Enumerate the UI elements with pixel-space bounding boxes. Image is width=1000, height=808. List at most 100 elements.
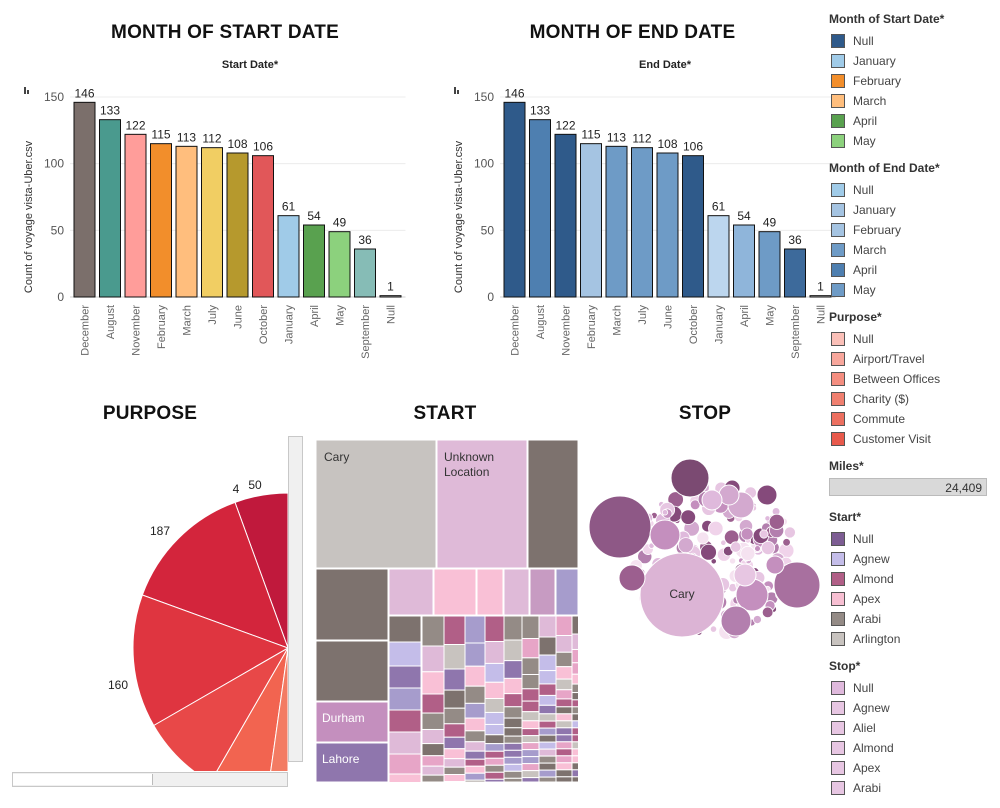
treemap-label-durham: Durham bbox=[322, 711, 365, 725]
legend-start-label: Arabi bbox=[853, 612, 881, 626]
legend-purpose-item-airport-travel[interactable]: Airport/Travel bbox=[829, 349, 997, 369]
stop-title: STOP bbox=[645, 403, 765, 425]
purpose-vertical-scrollbar[interactable] bbox=[288, 436, 303, 762]
treemap-cell-small bbox=[556, 636, 572, 653]
legend-stop-label: Apex bbox=[853, 761, 880, 775]
end-month-category-label: March bbox=[612, 305, 624, 336]
treemap-cell-small bbox=[465, 718, 485, 731]
treemap-cell-small bbox=[522, 701, 539, 712]
legend-start-item-agnew[interactable]: Agnew bbox=[829, 549, 997, 569]
treemap-cell-small bbox=[556, 763, 572, 770]
legend-start-item-apex[interactable]: Apex bbox=[829, 589, 997, 609]
treemap-cell-small bbox=[422, 694, 444, 713]
treemap-cell-small bbox=[485, 779, 504, 782]
treemap-cell-small bbox=[539, 735, 556, 742]
bubble-small bbox=[760, 530, 768, 538]
bubble-small bbox=[761, 541, 774, 554]
treemap-cell-small bbox=[556, 616, 572, 636]
legend-start-item-arlington[interactable]: Arlington bbox=[829, 629, 997, 649]
legend-stop-item-aliel[interactable]: Aliel bbox=[829, 718, 997, 738]
treemap-cell-small bbox=[556, 756, 572, 763]
treemap-cell-small bbox=[556, 714, 572, 721]
treemap-cell-small bbox=[422, 616, 444, 646]
start-month-bar-value-label: 146 bbox=[74, 86, 94, 100]
legend-start-item-null[interactable]: Null bbox=[829, 529, 997, 549]
start-month-category-label: September bbox=[360, 305, 372, 359]
legend-stop-item-apex[interactable]: Apex bbox=[829, 758, 997, 778]
treemap-cell-small bbox=[389, 710, 421, 732]
start-month-bar-august bbox=[100, 120, 121, 297]
treemap-cell-small bbox=[522, 750, 539, 757]
legend-end-month-item-february[interactable]: February bbox=[829, 220, 997, 240]
end-month-category-label: May bbox=[765, 305, 777, 326]
legend-stop-swatch bbox=[831, 761, 845, 775]
legend-start-month-item-may[interactable]: May bbox=[829, 131, 997, 151]
legend-start-month-item-null[interactable]: Null bbox=[829, 31, 997, 51]
legend-purpose-item-customer-visit[interactable]: Customer Visit bbox=[829, 429, 997, 449]
legend-start-month-item-february[interactable]: February bbox=[829, 71, 997, 91]
legend-miles: Miles* 24,409 bbox=[829, 459, 997, 496]
legend-purpose-item-null[interactable]: Null bbox=[829, 329, 997, 349]
treemap-cell-small bbox=[539, 655, 556, 671]
end-month-axis-icon bbox=[457, 90, 459, 94]
start-month-category-label: July bbox=[207, 305, 219, 325]
legend-start-month-item-april[interactable]: April bbox=[829, 111, 997, 131]
legend-stop-item-almond[interactable]: Almond bbox=[829, 738, 997, 758]
legend-purpose-item-charity-[interactable]: Charity ($) bbox=[829, 389, 997, 409]
treemap-cell-small bbox=[485, 751, 504, 758]
treemap-cell-small bbox=[504, 771, 522, 778]
bubble-j bbox=[757, 485, 777, 505]
treemap-cell-k bbox=[504, 569, 529, 615]
legend-start-month-item-march[interactable]: March bbox=[829, 91, 997, 111]
bubble-small bbox=[678, 538, 693, 553]
treemap-cell-small bbox=[504, 678, 522, 693]
bubble-m bbox=[734, 564, 756, 586]
start-month-category-label: April bbox=[309, 305, 321, 327]
legend-end-month-swatch bbox=[831, 283, 845, 297]
treemap-cell-small bbox=[572, 649, 578, 662]
start-month-bar-value-label: 108 bbox=[227, 137, 247, 151]
legend-start-month-item-january[interactable]: January bbox=[829, 51, 997, 71]
miles-slider[interactable]: 24,409 bbox=[829, 478, 987, 496]
treemap-cell-small bbox=[444, 690, 465, 708]
legend-start-label: Almond bbox=[853, 572, 894, 586]
start-month-category-label: Null bbox=[386, 305, 398, 324]
treemap-cell-small bbox=[465, 731, 485, 742]
legend-end-month-item-march[interactable]: March bbox=[829, 240, 997, 260]
treemap-cell-small bbox=[539, 705, 556, 713]
start-month-bar-july bbox=[202, 148, 223, 297]
treemap-cell-small bbox=[539, 742, 556, 749]
legend-start-month-label: April bbox=[853, 114, 877, 128]
legend-end-month-item-april[interactable]: April bbox=[829, 260, 997, 280]
treemap-cell-small bbox=[572, 735, 578, 742]
legend-stop-item-arabi[interactable]: Arabi bbox=[829, 778, 997, 798]
legend-end-month-item-null[interactable]: Null bbox=[829, 180, 997, 200]
end-month-bar-february bbox=[581, 144, 602, 297]
legend-start-item-arabi[interactable]: Arabi bbox=[829, 609, 997, 629]
treemap-cell-small bbox=[504, 750, 522, 757]
legend-start-month-swatch bbox=[831, 74, 845, 88]
start-month-bar-december bbox=[74, 102, 95, 297]
legend-start-month-label: Null bbox=[853, 34, 874, 48]
legend-end-month-label: Null bbox=[853, 183, 874, 197]
legend-purpose-item-commute[interactable]: Commute bbox=[829, 409, 997, 429]
end-month-category-label: August bbox=[535, 305, 547, 339]
legend-end-month-item-may[interactable]: May bbox=[829, 280, 997, 300]
treemap-cell-small bbox=[465, 766, 485, 773]
legend-purpose-item-between-offices[interactable]: Between Offices bbox=[829, 369, 997, 389]
end-month-bar-value-label: 106 bbox=[683, 140, 703, 154]
treemap-cell-small bbox=[556, 735, 572, 742]
legend-stop-item-null[interactable]: Null bbox=[829, 678, 997, 698]
treemap-cell-small bbox=[465, 759, 485, 766]
legend-start-item-almond[interactable]: Almond bbox=[829, 569, 997, 589]
start-month-bar-value-label: 49 bbox=[333, 216, 347, 230]
purpose-horizontal-scrollbar[interactable] bbox=[12, 772, 288, 787]
legend-end-month-item-january[interactable]: January bbox=[829, 200, 997, 220]
legend-stop-item-agnew[interactable]: Agnew bbox=[829, 698, 997, 718]
scrollbar-thumb[interactable] bbox=[13, 774, 153, 785]
end-month-bar-value-label: 108 bbox=[657, 137, 677, 151]
treemap-cell-small bbox=[389, 688, 421, 710]
